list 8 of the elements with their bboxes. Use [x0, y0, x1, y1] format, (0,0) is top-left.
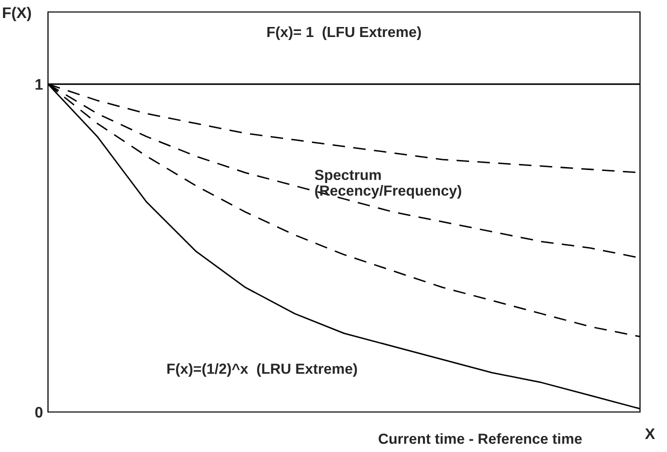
annotation: F(x)=(1/2)^x (LRU Extreme) — [167, 363, 357, 377]
y-tick-label: 1 — [36, 79, 43, 90]
annotation: F(x)= 1 (LFU Extreme) — [267, 26, 421, 40]
annotation: Spectrum (Recency/Frequency) — [314, 170, 462, 199]
text: Current time - Reference time — [378, 433, 582, 444]
y-tick-label: 0 — [35, 406, 43, 418]
x-axis-title: X — [645, 428, 655, 439]
y-axis-title: F(X) — [3, 6, 31, 22]
